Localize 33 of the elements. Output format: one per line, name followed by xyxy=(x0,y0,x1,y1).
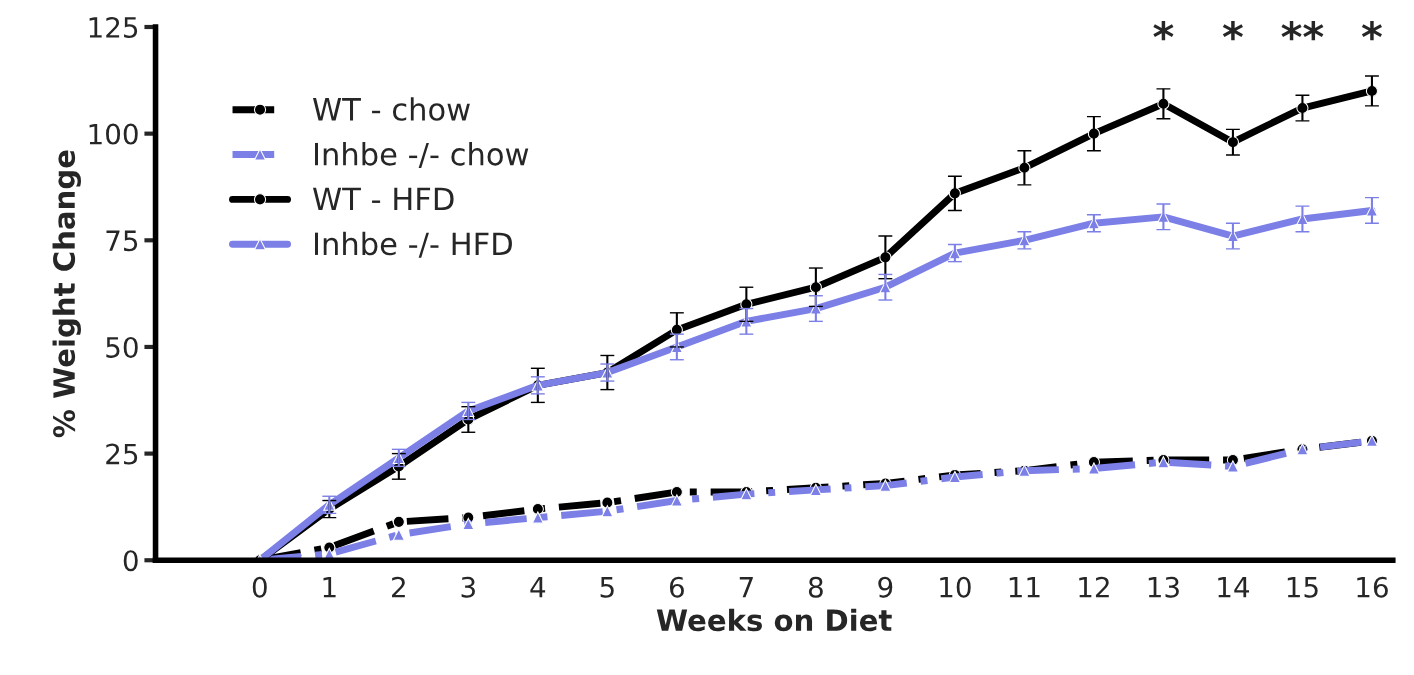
x-tick-label: 9 xyxy=(878,576,893,598)
annotation: ** xyxy=(1281,20,1324,41)
x-tick-label: 10 xyxy=(940,576,971,598)
x-tick-label: 1 xyxy=(323,577,336,598)
x-tick-label: 0 xyxy=(252,576,267,598)
legend-label: Inhbe -/- HFD xyxy=(314,231,512,258)
x-axis-title: Weeks on Diet xyxy=(656,608,892,632)
y-axis-title: % Weight Change xyxy=(52,150,81,438)
x-tick-label: 7 xyxy=(739,577,753,598)
x-tick-label: 8 xyxy=(808,576,823,598)
x-tick-label: 4 xyxy=(530,577,546,598)
x-tick-label: 13 xyxy=(1148,576,1179,598)
legend-label: WT - HFD xyxy=(312,187,454,211)
x-tick-label: 12 xyxy=(1079,576,1109,598)
x-tick-label: 6 xyxy=(669,576,684,598)
y-tick-label: 25 xyxy=(106,443,138,465)
y-tick-label: 100 xyxy=(89,123,138,145)
x-tick-label: 5 xyxy=(600,577,614,598)
y-tick-label: 0 xyxy=(123,550,138,572)
x-tick-label: 16 xyxy=(1357,576,1388,598)
y-tick-label: 50 xyxy=(106,336,138,358)
x-tick-label: 2 xyxy=(392,576,405,598)
annotation: * xyxy=(1361,20,1382,41)
x-tick-label: 14 xyxy=(1218,577,1250,598)
annotation: * xyxy=(1153,20,1174,41)
x-tick-label: 11 xyxy=(1009,577,1040,598)
legend-label: WT - chow xyxy=(312,97,470,121)
legend-label: Inhbe -/- chow xyxy=(314,142,529,169)
x-tick-label: 3 xyxy=(461,576,475,598)
y-tick-label: 75 xyxy=(106,230,138,252)
x-tick-label: 15 xyxy=(1287,577,1318,598)
y-tick-label: 125 xyxy=(89,16,138,38)
annotation: * xyxy=(1222,20,1243,41)
